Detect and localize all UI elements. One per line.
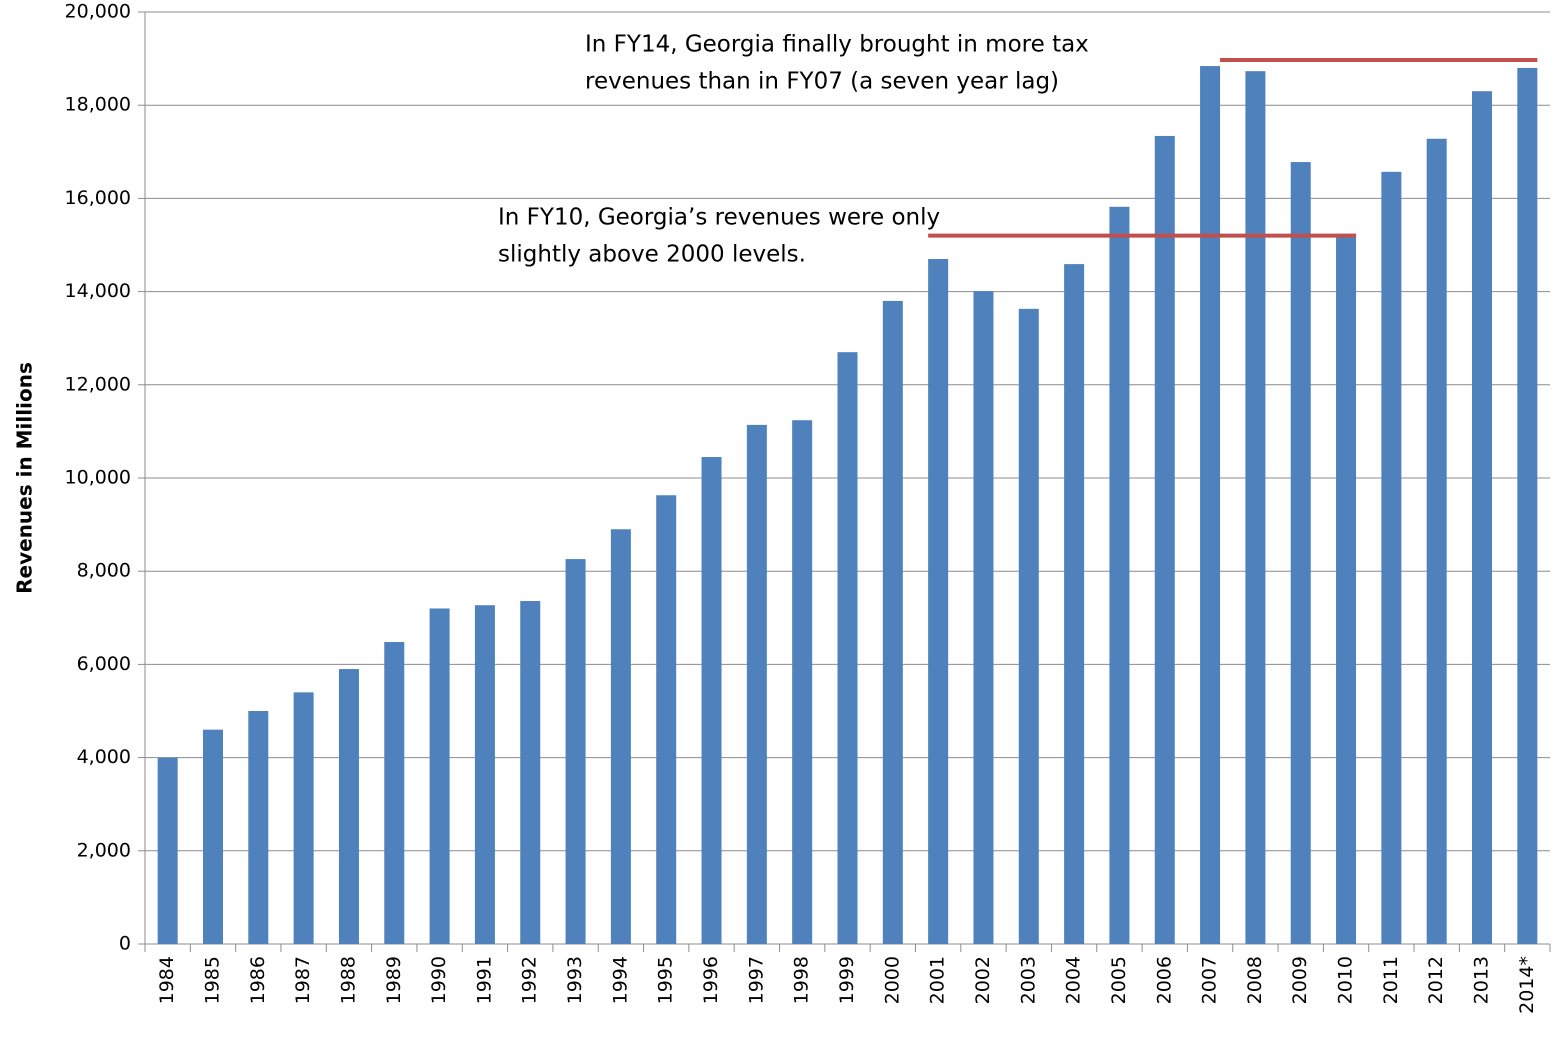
y-tick-label: 8,000 <box>77 560 131 582</box>
y-tick-label: 20,000 <box>65 1 131 23</box>
y-tick-label: 14,000 <box>65 280 131 302</box>
x-tick-label: 2002 <box>972 956 994 1004</box>
x-tick-label: 1991 <box>473 956 495 1004</box>
bar <box>701 457 722 944</box>
y-tick-label: 4,000 <box>77 746 131 768</box>
bar <box>1064 264 1085 945</box>
bar <box>248 711 269 944</box>
x-tick-label: 1987 <box>292 956 314 1004</box>
x-tick-label: 1994 <box>609 956 631 1004</box>
bar <box>520 601 541 944</box>
y-tick-label: 2,000 <box>77 839 131 861</box>
x-tick-label: 2013 <box>1471 956 1493 1004</box>
x-tick-label: 1996 <box>700 956 722 1004</box>
y-tick-label: 10,000 <box>65 467 131 489</box>
x-tick-label: 2006 <box>1153 956 1175 1004</box>
x-tick-label: 2009 <box>1289 956 1311 1004</box>
x-tick-label: 2010 <box>1335 956 1357 1004</box>
bar <box>1245 71 1266 944</box>
y-tick-label: 12,000 <box>65 373 131 395</box>
bar <box>1109 206 1130 945</box>
bar <box>429 608 450 944</box>
x-tick-label: 2001 <box>927 956 949 1004</box>
bar <box>1517 67 1538 945</box>
bar <box>1154 135 1175 944</box>
x-tick-label: 1995 <box>655 956 677 1004</box>
x-tick-label: 2003 <box>1017 956 1039 1004</box>
x-tick-label: 2011 <box>1380 956 1402 1004</box>
x-tick-label: 1992 <box>519 956 541 1004</box>
annotation: In FY10, Georgia’s revenues were only <box>498 205 940 231</box>
x-tick-label: 1988 <box>337 956 359 1004</box>
x-tick-label: 2012 <box>1425 956 1447 1004</box>
bar <box>792 420 813 944</box>
x-tick-label: 1999 <box>836 956 858 1004</box>
x-tick-label: 2000 <box>881 956 903 1004</box>
bar <box>565 559 586 944</box>
x-tick-label: 2005 <box>1108 956 1130 1004</box>
annotation: In FY14, Georgia finally brought in more… <box>585 32 1089 58</box>
bar <box>837 352 858 944</box>
y-tick-label: 16,000 <box>65 187 131 209</box>
y-tick-label: 6,000 <box>77 653 131 675</box>
x-tick-label: 1993 <box>564 956 586 1004</box>
bar <box>882 300 903 944</box>
bar <box>1426 138 1447 944</box>
bar <box>474 605 495 944</box>
bar <box>202 729 223 944</box>
bar <box>746 424 767 945</box>
bar <box>973 291 994 944</box>
bar <box>1336 233 1357 945</box>
bar <box>157 757 178 944</box>
x-tick-label: 1986 <box>247 956 269 1004</box>
y-axis-title: Revenues in Millions <box>13 362 37 594</box>
x-tick-label: 1989 <box>383 956 405 1004</box>
x-tick-label: 2014* <box>1516 956 1538 1014</box>
bar <box>1290 162 1311 944</box>
annotation: slightly above 2000 levels. <box>498 242 806 268</box>
x-tick-label: 2007 <box>1199 956 1221 1004</box>
bar <box>928 258 949 945</box>
x-tick-label: 1997 <box>745 956 767 1004</box>
x-tick-label: 2004 <box>1063 956 1085 1004</box>
bar <box>610 529 631 944</box>
bar <box>656 495 677 944</box>
bar <box>338 669 359 944</box>
bar <box>1018 308 1039 944</box>
x-tick-label: 1984 <box>156 956 178 1004</box>
x-tick-label: 1998 <box>791 956 813 1004</box>
bar <box>293 692 314 944</box>
x-tick-label: 2008 <box>1244 956 1266 1004</box>
x-tick-label: 1990 <box>428 956 450 1004</box>
y-tick-label: 18,000 <box>65 94 131 116</box>
bar <box>1200 66 1221 944</box>
bar <box>384 642 405 944</box>
x-tick-label: 1985 <box>201 956 223 1004</box>
bar <box>1381 171 1402 944</box>
y-tick-label: 0 <box>119 933 131 955</box>
annotation: revenues than in FY07 (a seven year lag) <box>585 69 1059 95</box>
bar <box>1472 91 1493 945</box>
